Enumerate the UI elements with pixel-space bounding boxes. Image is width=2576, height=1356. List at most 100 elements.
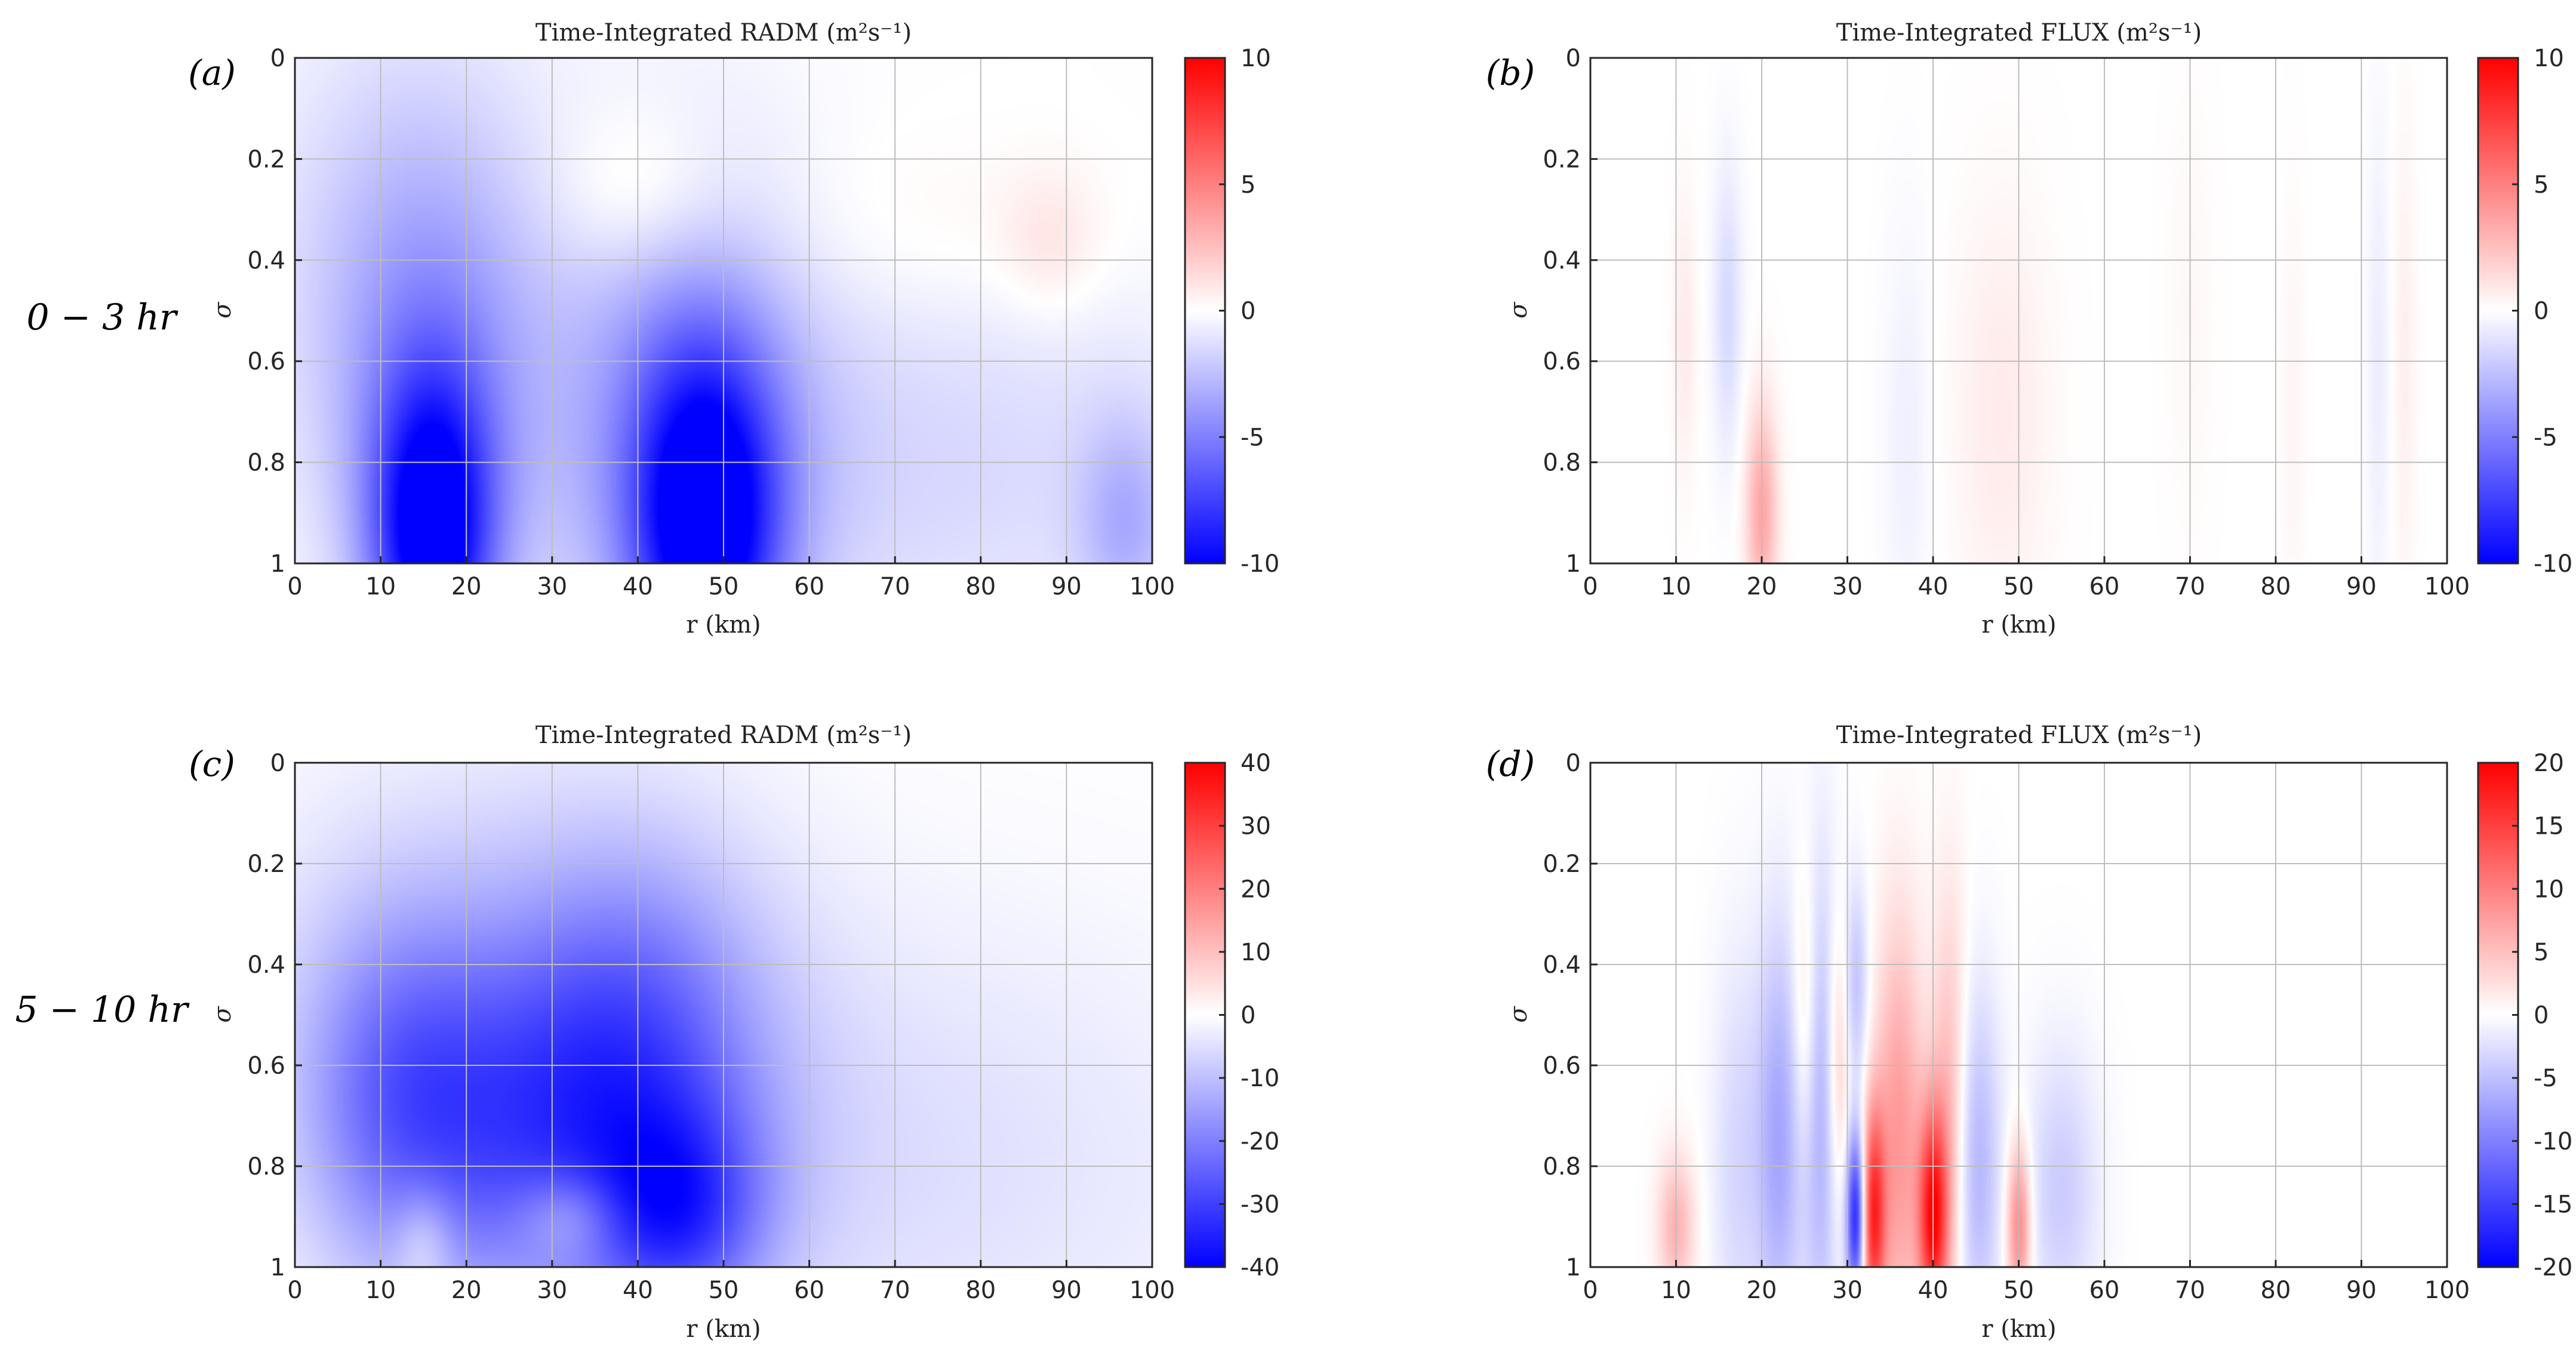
panel-label-b: (b) xyxy=(1486,53,1535,93)
panel-c-cbar-tick-label--20: -20 xyxy=(1241,1128,1279,1155)
panel-a-ticks: 0 10 20 30 40 50 60 70 80 90 100 0 0.2 0.4 0.6 0.8 1 xyxy=(247,45,1175,600)
panel-b-ytick-label-1: 1 xyxy=(1566,550,1581,578)
panel-d-colorbar: 20 15 10 5 0 -5 -10 -15 -20 xyxy=(2477,750,2572,1281)
panel-a-ytick-label-0.6: 0.6 xyxy=(247,348,285,375)
panel-a-xtick-label-0: 0 xyxy=(287,573,302,600)
panel-a-xtick-label-100: 100 xyxy=(1129,573,1175,600)
panel-c-xtick-label-90: 90 xyxy=(1051,1277,1082,1304)
panel-a-cbar-tick-label-0: 0 xyxy=(1241,298,1255,325)
panel-a-xtick-label-80: 80 xyxy=(965,573,996,600)
panel-a-ytick-label-0.2: 0.2 xyxy=(247,146,285,173)
panel-b-ytick-label-0: 0 xyxy=(1566,45,1581,72)
panel-c-cbar-tick-label--30: -30 xyxy=(1241,1191,1279,1218)
row-label-0-3hr: 0 − 3 hr xyxy=(26,297,178,338)
panel-d-xtick-label-60: 60 xyxy=(2089,1277,2120,1304)
panel-d-ytick-label-0.6: 0.6 xyxy=(1543,1052,1581,1080)
panel-b-cbar-tick-label-10: 10 xyxy=(2534,45,2564,72)
panel-label-c: (c) xyxy=(189,744,235,784)
panel-c-xtick-label-80: 80 xyxy=(965,1277,996,1304)
panel-b-colorbar: 10 5 0 -5 -10 xyxy=(2477,45,2572,578)
panel-d-gridlines xyxy=(1590,763,2447,1267)
panel-c-xtick-label-100: 100 xyxy=(1129,1277,1175,1304)
panel-a-cbar-tick-label--10: -10 xyxy=(1241,550,1279,578)
panel-c-cbar-tick-label--10: -10 xyxy=(1241,1065,1279,1092)
panel-a-xtick-label-50: 50 xyxy=(709,573,739,600)
panel-b-cbar-tick-label-5: 5 xyxy=(2534,171,2549,199)
panel-b-cbar-tick-label--10: -10 xyxy=(2534,550,2572,578)
panel-d-xlabel: r (km) xyxy=(1981,1315,2056,1343)
panel-c-cbar-tick-label-0: 0 xyxy=(1241,1002,1255,1030)
panel-d-xtick-label-90: 90 xyxy=(2346,1277,2377,1304)
panel-d-xtick-label-10: 10 xyxy=(1661,1277,1691,1304)
panel-b-title: Time-Integrated FLUX (m²s⁻¹) xyxy=(1836,19,2202,47)
panel-d-ylabel: σ xyxy=(1505,1006,1532,1023)
panel-a-ytick-label-0.8: 0.8 xyxy=(247,449,285,477)
panel-b-xlabel: r (km) xyxy=(1981,611,2056,639)
panel-c-xtick-label-40: 40 xyxy=(623,1277,653,1304)
panel-c-xtick-label-60: 60 xyxy=(794,1277,824,1304)
panel-b-xtick-label-90: 90 xyxy=(2346,573,2377,600)
panel-d-colorbar-gradient xyxy=(2477,762,2519,1268)
panel-d-xtick-label-0: 0 xyxy=(1583,1277,1598,1304)
panel-b-colorbar-gradient xyxy=(2477,57,2519,565)
panel-d-xtick-label-40: 40 xyxy=(1918,1277,1949,1304)
panel-d-cbar-tick-label-0: 0 xyxy=(2534,1002,2549,1030)
panel-label-d: (d) xyxy=(1486,744,1535,784)
panel-a-cbar-tick-label-10: 10 xyxy=(1241,45,1271,72)
panel-b: (b) Time-Integrated FLUX (m²s⁻¹) 0 10 20 30… xyxy=(1486,19,2573,639)
panel-a: (a) Time-Integrated RADM (m²s⁻¹) 0 10 20 30… xyxy=(188,19,1279,639)
panel-d-cbar-tick-label--15: -15 xyxy=(2534,1191,2572,1218)
panel-a-colorbar-gradient xyxy=(1184,57,1226,565)
panel-d-xtick-label-30: 30 xyxy=(1832,1277,1863,1304)
panel-b-cbar-tick-label-0: 0 xyxy=(2534,298,2549,325)
panel-c-xtick-label-0: 0 xyxy=(287,1277,302,1304)
panel-b-xtick-label-60: 60 xyxy=(2089,573,2120,600)
panel-d-xtick-label-80: 80 xyxy=(2261,1277,2291,1304)
panel-c-xtick-label-10: 10 xyxy=(365,1277,396,1304)
panel-b-xtick-label-80: 80 xyxy=(2261,573,2291,600)
panel-b-xtick-label-40: 40 xyxy=(1918,573,1949,600)
panel-c-ytick-label-0: 0 xyxy=(270,750,285,777)
panel-b-ylabel: σ xyxy=(1505,301,1532,319)
panel-a-xtick-label-60: 60 xyxy=(794,573,824,600)
panel-c-ytick-label-1: 1 xyxy=(270,1254,285,1281)
panel-d-ytick-label-0.4: 0.4 xyxy=(1543,951,1581,979)
panel-d-xtick-label-50: 50 xyxy=(2003,1277,2034,1304)
panel-b-xtick-label-100: 100 xyxy=(2424,573,2470,600)
panel-d-cbar-tick-label--10: -10 xyxy=(2534,1128,2572,1155)
panel-d-ytick-label-1: 1 xyxy=(1566,1254,1581,1281)
panel-label-a: (a) xyxy=(188,53,236,93)
panel-c-ytick-label-0.8: 0.8 xyxy=(247,1153,285,1181)
panel-c: (c) Time-Integrated RADM (m²s⁻¹) 0 10 20 30… xyxy=(189,722,1279,1343)
panel-a-xtick-label-90: 90 xyxy=(1051,573,1082,600)
panel-d-cbar-tick-label-5: 5 xyxy=(2534,939,2549,966)
row-label-5-10hr: 5 − 10 hr xyxy=(15,989,190,1031)
panel-c-cbar-tick-label-40: 40 xyxy=(1241,750,1271,777)
panel-c-cbar-tick-label-30: 30 xyxy=(1241,813,1271,840)
panel-c-ytick-label-0.6: 0.6 xyxy=(247,1052,285,1080)
panel-c-xtick-label-70: 70 xyxy=(880,1277,910,1304)
panel-d-ticks: 0 10 20 30 40 50 60 70 80 90 100 0 0.2 0.4 0.6 0.8 1 xyxy=(1543,750,2470,1304)
panel-a-ytick-label-0.4: 0.4 xyxy=(247,247,285,275)
panel-d-cbar-tick-label--20: -20 xyxy=(2534,1254,2572,1281)
panel-b-gridlines xyxy=(1590,58,2447,563)
panel-a-ylabel: σ xyxy=(209,301,236,319)
panel-b-cbar-tick-label--5: -5 xyxy=(2534,424,2557,451)
panel-a-ytick-label-0: 0 xyxy=(270,45,285,72)
panel-a-cbar-tick-label--5: -5 xyxy=(1241,424,1264,451)
panel-d-xtick-label-20: 20 xyxy=(1747,1277,1777,1304)
panel-d-title: Time-Integrated FLUX (m²s⁻¹) xyxy=(1836,722,2202,749)
panel-b-ticks: 0 10 20 30 40 50 60 70 80 90 100 0 0.2 0.4 0.6 0.8 1 xyxy=(1543,45,2470,600)
panel-b-xtick-label-70: 70 xyxy=(2175,573,2205,600)
panel-b-ytick-label-0.2: 0.2 xyxy=(1543,146,1581,173)
panel-d: (d) Time-Integrated FLUX (m²s⁻¹) 0 10 20 30… xyxy=(1486,722,2573,1343)
panel-d-xtick-label-70: 70 xyxy=(2175,1277,2205,1304)
panel-d-cbar-tick-label--5: -5 xyxy=(2534,1065,2557,1092)
panel-a-xtick-label-20: 20 xyxy=(451,573,482,600)
panel-c-xtick-label-30: 30 xyxy=(537,1277,567,1304)
panel-d-cbar-tick-label-10: 10 xyxy=(2534,876,2564,903)
panel-d-cbar-tick-label-15: 15 xyxy=(2534,813,2564,840)
panel-d-ytick-label-0.8: 0.8 xyxy=(1543,1153,1581,1181)
panel-b-xtick-label-50: 50 xyxy=(2003,573,2034,600)
